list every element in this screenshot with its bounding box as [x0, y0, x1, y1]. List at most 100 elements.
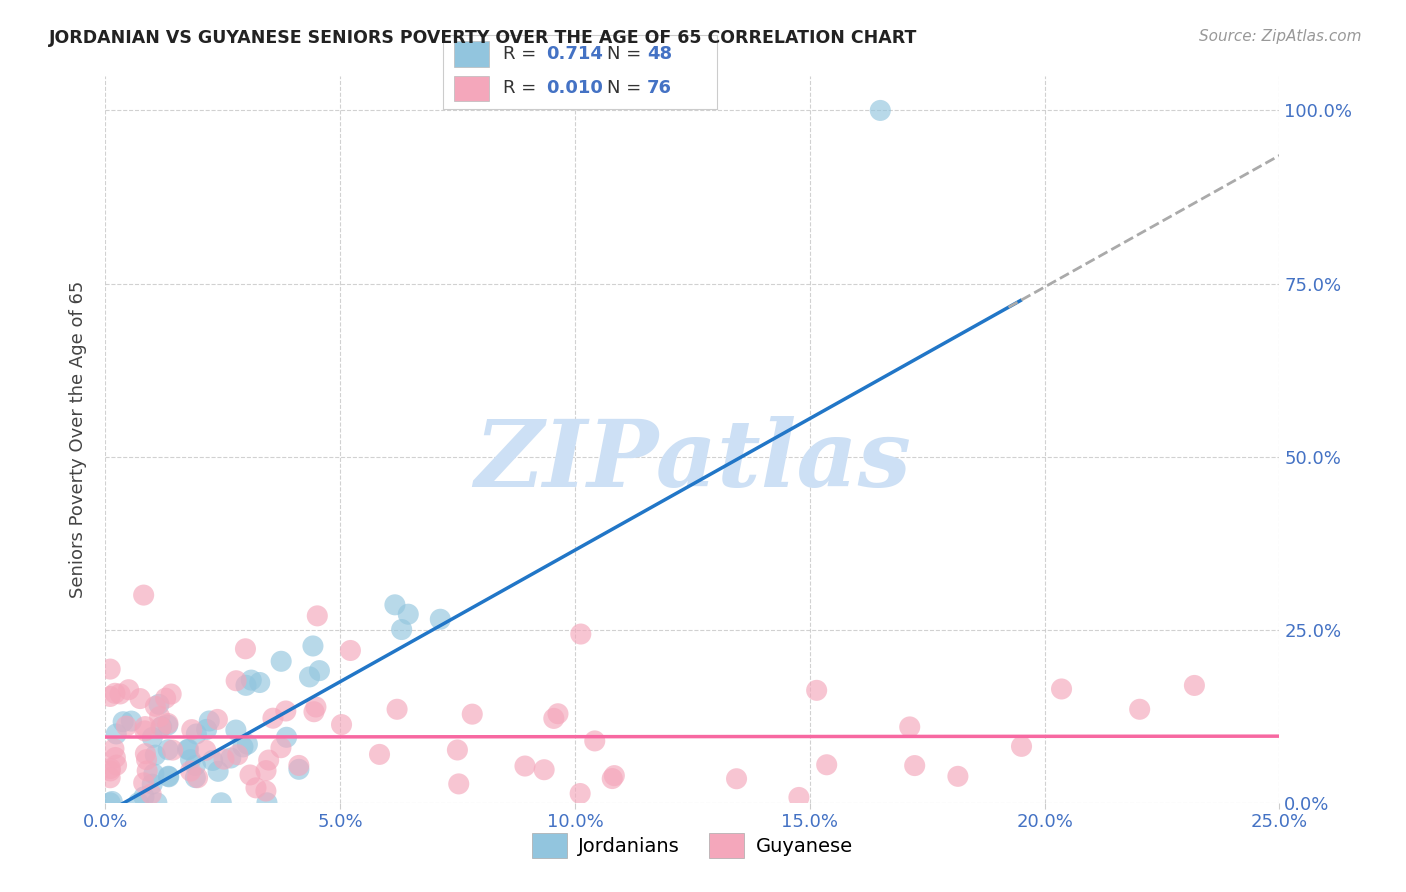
Point	[274, 704, 297, 718]
Point	[176, 742, 198, 756]
Point	[385, 702, 408, 716]
Point	[368, 747, 391, 762]
Point	[162, 743, 184, 757]
Point	[1129, 702, 1152, 716]
Point	[391, 623, 413, 637]
Point	[157, 770, 180, 784]
Point	[139, 787, 162, 801]
Point	[254, 764, 277, 778]
Point	[120, 714, 142, 728]
Point	[240, 673, 263, 687]
Point	[256, 796, 278, 810]
Point	[603, 769, 626, 783]
Text: 0.010: 0.010	[546, 79, 603, 97]
Point	[101, 795, 124, 809]
Point	[446, 743, 468, 757]
Text: R =: R =	[503, 79, 543, 97]
Bar	[454, 76, 489, 102]
Point	[156, 718, 179, 732]
Point	[132, 588, 155, 602]
Point	[239, 768, 262, 782]
Point	[155, 691, 177, 706]
Point	[98, 690, 121, 704]
Y-axis label: Seniors Poverty Over the Age of 65: Seniors Poverty Over the Age of 65	[69, 281, 87, 598]
Point	[98, 662, 121, 676]
Point	[235, 641, 257, 656]
Point	[132, 776, 155, 790]
Point	[330, 717, 353, 731]
Point	[262, 711, 284, 725]
Point	[219, 751, 242, 765]
Point	[547, 706, 569, 721]
Point	[257, 753, 280, 767]
Text: N =: N =	[607, 45, 647, 62]
Point	[134, 723, 156, 738]
Point	[583, 734, 606, 748]
Point	[156, 716, 179, 731]
Point	[447, 777, 470, 791]
Point	[135, 753, 157, 767]
Point	[461, 707, 484, 722]
Point	[429, 612, 451, 626]
Point	[254, 784, 277, 798]
Point	[396, 607, 419, 622]
Point	[245, 780, 267, 795]
Point	[725, 772, 748, 786]
Point	[198, 714, 221, 728]
Point	[384, 598, 406, 612]
Point	[298, 670, 321, 684]
Legend: Jordanians, Guyanese: Jordanians, Guyanese	[524, 825, 860, 866]
Text: Source: ZipAtlas.com: Source: ZipAtlas.com	[1198, 29, 1361, 44]
Point	[132, 789, 155, 804]
Bar	[454, 41, 489, 67]
Point	[141, 777, 163, 791]
Point	[533, 763, 555, 777]
Point	[143, 748, 166, 763]
Point	[127, 796, 149, 810]
Point	[249, 675, 271, 690]
Point	[184, 771, 207, 785]
Point	[1011, 739, 1033, 754]
Point	[103, 741, 125, 756]
Point	[600, 772, 623, 786]
Point	[150, 720, 173, 734]
Point	[145, 699, 167, 714]
Text: N =: N =	[607, 79, 647, 97]
Point	[288, 758, 311, 772]
Point	[108, 687, 131, 701]
Point	[187, 771, 209, 785]
Point	[235, 678, 257, 692]
Point	[117, 682, 139, 697]
Point	[134, 747, 156, 761]
Point	[136, 764, 159, 778]
Point	[270, 740, 292, 755]
Point	[288, 762, 311, 776]
Point	[180, 723, 202, 737]
Point	[149, 720, 172, 734]
Point	[98, 796, 121, 810]
Point	[194, 743, 217, 757]
Point	[112, 714, 135, 729]
Point	[339, 643, 361, 657]
Point	[569, 627, 592, 641]
Point	[115, 719, 138, 733]
Point	[225, 673, 247, 688]
Point	[149, 709, 172, 723]
Point	[898, 720, 921, 734]
Point	[207, 764, 229, 779]
Point	[869, 103, 891, 118]
Text: ZIPatlas: ZIPatlas	[474, 417, 911, 506]
Point	[146, 796, 169, 810]
Point	[787, 790, 810, 805]
Point	[513, 759, 536, 773]
Point	[180, 764, 202, 778]
Text: 76: 76	[647, 79, 672, 97]
Point	[946, 769, 969, 783]
Point	[232, 739, 254, 754]
Point	[308, 664, 330, 678]
Point	[815, 757, 838, 772]
Point	[276, 731, 298, 745]
Point	[129, 691, 152, 706]
Point	[98, 764, 121, 778]
Point	[201, 754, 224, 768]
